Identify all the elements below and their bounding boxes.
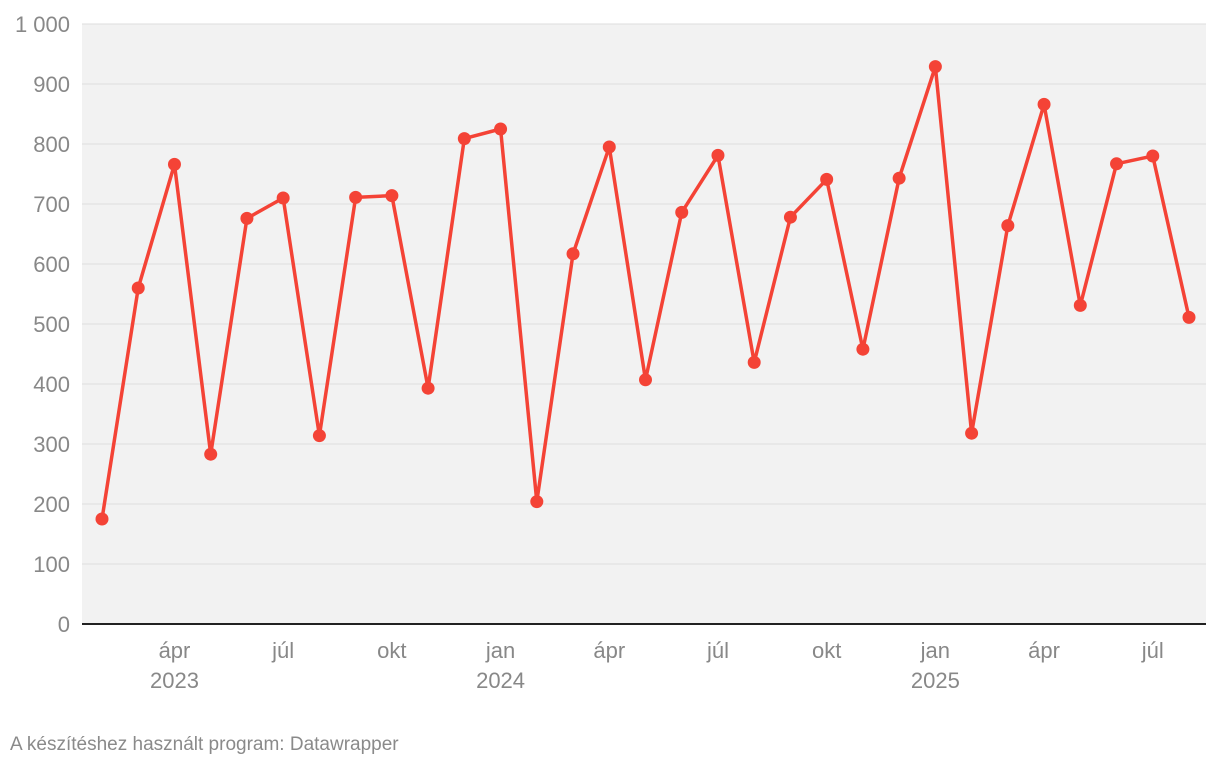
data-point-2023-11 xyxy=(421,381,435,395)
y-tick-label-700: 700 xyxy=(33,192,70,217)
y-tick-label-1000: 1 000 xyxy=(15,12,70,37)
x-tick-label-11: jan xyxy=(485,638,515,663)
data-point-2023-12 xyxy=(457,132,471,146)
y-tick-label-0: 0 xyxy=(58,612,70,637)
y-tick-label-600: 600 xyxy=(33,252,70,277)
x-tick-label-26: ápr xyxy=(1028,638,1060,663)
data-point-2023-04 xyxy=(167,157,181,171)
y-tick-label-400: 400 xyxy=(33,372,70,397)
x-tick-label-5: júl xyxy=(271,638,294,663)
line-chart: 0 100 200 300 400 500 600 700 800 900 1 000 ápr 202… xyxy=(15,12,1206,693)
data-point-2025-05 xyxy=(1073,298,1087,312)
data-point-2024-01 xyxy=(494,122,508,136)
y-tick-label-100: 100 xyxy=(33,552,70,577)
x-tick-year-2023: 2023 xyxy=(150,668,199,693)
data-point-2023-06 xyxy=(240,211,254,225)
footer-credit: A készítéshez használt program: Datawrap… xyxy=(10,734,399,755)
data-point-2023-02 xyxy=(95,512,109,526)
data-point-2024-07 xyxy=(711,148,725,162)
data-point-2025-04 xyxy=(1037,97,1051,111)
y-tick-label-900: 900 xyxy=(33,72,70,97)
data-point-2024-12 xyxy=(892,171,906,185)
data-point-2024-04 xyxy=(602,140,616,154)
y-tick-label-200: 200 xyxy=(33,492,70,517)
data-point-2023-08 xyxy=(312,429,326,443)
data-point-2024-03 xyxy=(566,247,580,261)
y-tick-label-800: 800 xyxy=(33,132,70,157)
data-point-2023-09 xyxy=(349,190,363,204)
data-point-2023-05 xyxy=(204,447,218,461)
data-point-2024-10 xyxy=(820,172,834,186)
data-point-2024-06 xyxy=(675,205,689,219)
x-tick-label-29: júl xyxy=(1141,638,1164,663)
grid-lines xyxy=(82,23,1206,565)
x-tick-label-20: okt xyxy=(812,638,841,663)
y-tick-label-500: 500 xyxy=(33,312,70,337)
x-axis-tick-labels: ápr 2023 júl okt jan 2024 ápr júl okt jan 2025 ápr j… xyxy=(150,638,1164,693)
data-point-2024-09 xyxy=(783,210,797,224)
x-tick-label-17: júl xyxy=(706,638,729,663)
data-point-2024-02 xyxy=(530,495,544,509)
data-point-2025-03 xyxy=(1001,219,1015,233)
data-point-2023-07 xyxy=(276,191,290,205)
data-point-2025-01 xyxy=(928,60,942,74)
y-tick-label-300: 300 xyxy=(33,432,70,457)
data-points xyxy=(95,60,1196,526)
x-tick-label-8: okt xyxy=(377,638,406,663)
x-tick-label-14: ápr xyxy=(593,638,625,663)
x-tick-year-2025: 2025 xyxy=(911,668,960,693)
data-point-2024-05 xyxy=(639,373,652,387)
data-point-2025-08 xyxy=(1182,310,1196,324)
data-point-2025-06 xyxy=(1110,157,1124,171)
data-point-2023-10 xyxy=(385,189,399,203)
data-point-2024-08 xyxy=(747,355,761,369)
data-point-2023-03 xyxy=(131,281,145,295)
x-tick-label-23: jan xyxy=(920,638,950,663)
y-axis-tick-labels: 0 100 200 300 400 500 600 700 800 900 1 000 xyxy=(15,12,70,637)
data-point-2024-11 xyxy=(856,342,870,356)
data-point-2025-02 xyxy=(965,426,979,440)
x-tick-year-2024: 2024 xyxy=(476,668,525,693)
x-tick-label-2: ápr xyxy=(159,638,191,663)
data-point-2025-07 xyxy=(1146,149,1160,163)
